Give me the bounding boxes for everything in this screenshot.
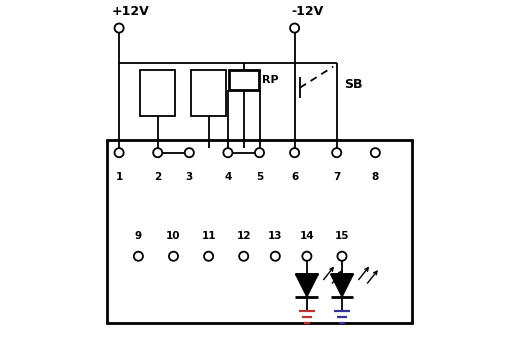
Circle shape xyxy=(271,252,280,261)
Text: +12V: +12V xyxy=(112,5,150,18)
Text: 14: 14 xyxy=(299,232,314,241)
Circle shape xyxy=(204,252,213,261)
Bar xyxy=(140,70,175,116)
Text: 2: 2 xyxy=(154,172,161,182)
Text: 6: 6 xyxy=(291,172,298,182)
Bar xyxy=(191,70,226,116)
Circle shape xyxy=(115,24,124,33)
Text: 11: 11 xyxy=(201,232,216,241)
Circle shape xyxy=(185,148,194,157)
Text: 15: 15 xyxy=(335,232,349,241)
Text: -12V: -12V xyxy=(291,5,323,18)
Circle shape xyxy=(371,148,380,157)
Circle shape xyxy=(337,252,347,261)
Text: 10: 10 xyxy=(166,232,181,241)
Bar xyxy=(229,70,258,90)
Polygon shape xyxy=(295,274,318,297)
Circle shape xyxy=(223,148,233,157)
Text: 1: 1 xyxy=(115,172,122,182)
Text: 4: 4 xyxy=(224,172,231,182)
Polygon shape xyxy=(331,274,353,297)
Circle shape xyxy=(332,148,342,157)
Circle shape xyxy=(134,252,143,261)
Text: SB: SB xyxy=(344,78,362,91)
Text: RP: RP xyxy=(262,75,279,85)
Text: 3: 3 xyxy=(186,172,193,182)
Text: 8: 8 xyxy=(372,172,379,182)
Text: 13: 13 xyxy=(268,232,282,241)
Circle shape xyxy=(239,252,248,261)
Circle shape xyxy=(303,252,311,261)
Circle shape xyxy=(115,148,124,157)
Text: 7: 7 xyxy=(333,172,340,182)
Bar xyxy=(107,140,412,323)
Circle shape xyxy=(290,24,299,33)
Text: 9: 9 xyxy=(135,232,142,241)
Circle shape xyxy=(290,148,299,157)
Circle shape xyxy=(169,252,178,261)
Circle shape xyxy=(153,148,162,157)
Text: 5: 5 xyxy=(256,172,263,182)
Text: 12: 12 xyxy=(237,232,251,241)
Circle shape xyxy=(255,148,264,157)
